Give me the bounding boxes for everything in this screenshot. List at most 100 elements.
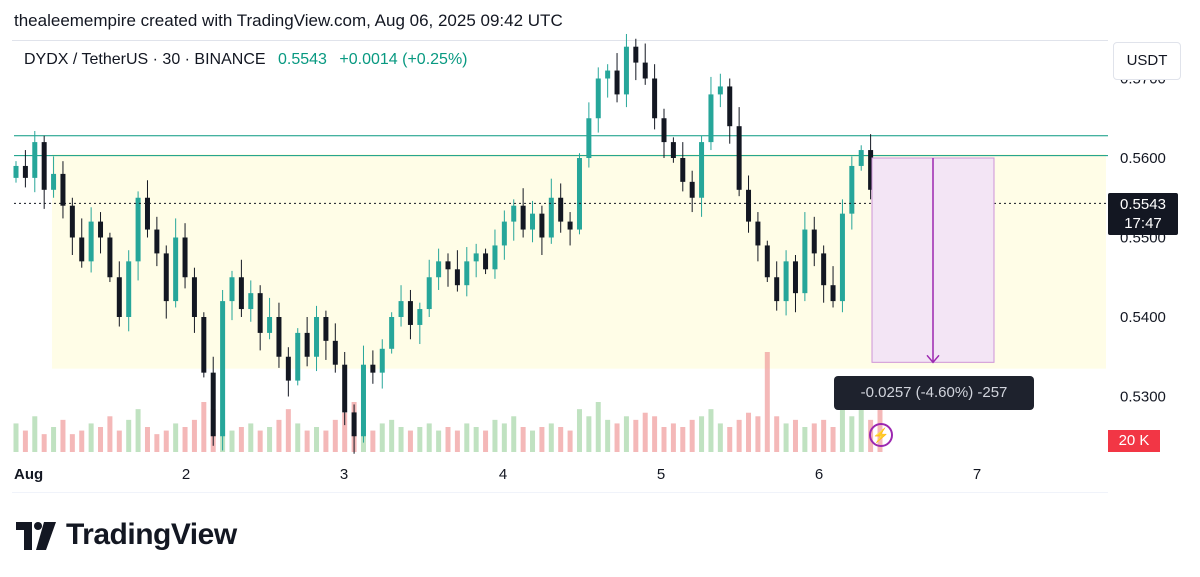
volume-bar <box>436 430 442 452</box>
candle-body <box>492 245 498 270</box>
candle-body <box>699 142 705 198</box>
volume-bar <box>126 419 132 452</box>
candle-body <box>285 356 291 381</box>
candle-body <box>88 221 94 262</box>
volume-bar <box>783 423 789 452</box>
candle-body <box>116 277 122 317</box>
y-tick-label: 0.5600 <box>1120 150 1166 167</box>
candle-body <box>530 213 536 230</box>
candle-body <box>22 165 28 178</box>
candle-body <box>567 221 573 230</box>
candle-body <box>614 70 620 95</box>
currency-unit-button[interactable]: USDT <box>1113 42 1181 80</box>
volume-bar <box>229 430 235 452</box>
candle-body <box>248 293 254 310</box>
volume-bar <box>802 427 808 452</box>
candle-body <box>210 372 216 437</box>
candle-body <box>267 317 273 333</box>
volume-bar <box>736 419 742 452</box>
volume-bar <box>398 427 404 452</box>
volume-bar <box>755 416 761 452</box>
credit-text: thealeemempire created with TradingView.… <box>14 11 563 30</box>
volume-bar <box>708 409 714 452</box>
volume-bar <box>13 423 19 452</box>
tradingview-logo-icon <box>16 522 56 550</box>
candle-body <box>41 142 47 190</box>
volume-bar <box>173 423 179 452</box>
candle-body <box>868 150 874 190</box>
candle-body <box>60 173 66 206</box>
candle-body <box>811 229 817 254</box>
candle-body <box>501 221 507 246</box>
candle-body <box>426 277 432 310</box>
candle-body <box>295 332 301 381</box>
volume-bar <box>191 419 197 452</box>
measure-arrow-head <box>926 354 940 364</box>
candle-body <box>717 86 723 95</box>
candle-body <box>548 197 554 238</box>
candle-body <box>107 237 113 278</box>
candle-body <box>670 142 676 158</box>
candle-body <box>342 364 348 413</box>
candle-body <box>520 205 526 230</box>
candle-body <box>623 46 629 95</box>
volume-bar <box>530 430 536 452</box>
volume-bar <box>717 423 723 452</box>
price-tag-value: 0.5543 <box>1120 196 1166 213</box>
y-tick-label: 0.5300 <box>1120 389 1166 406</box>
candle-body <box>736 126 742 190</box>
candle-body <box>417 309 423 325</box>
candle-body <box>464 261 470 286</box>
candle-body <box>642 62 648 79</box>
volume-bar <box>163 430 169 452</box>
volume-bar <box>727 427 733 452</box>
volume-bar <box>41 434 47 452</box>
chart-frame <box>12 40 1108 493</box>
volume-bar <box>379 423 385 452</box>
candle-body <box>351 412 357 437</box>
volume-bar <box>839 409 845 452</box>
candle-body <box>314 317 320 357</box>
volume-bar <box>154 434 160 452</box>
candle-body <box>821 253 827 286</box>
candle-body <box>144 197 150 230</box>
candle-body <box>182 237 188 278</box>
lightning-icon[interactable]: ⚡ <box>869 423 893 447</box>
volume-bar <box>445 427 451 452</box>
volume-bar <box>135 409 141 452</box>
candle-body <box>51 173 57 190</box>
price-change: +0.0014 (+0.25%) <box>339 51 468 68</box>
candle-body <box>379 348 385 373</box>
candle-body <box>708 94 714 143</box>
candle-body <box>98 221 104 238</box>
candle-body <box>238 277 244 310</box>
volume-bar <box>623 416 629 452</box>
volume-bar <box>144 427 150 452</box>
candle-body <box>595 78 601 119</box>
volume-bar <box>858 402 864 452</box>
candle-body <box>661 118 667 143</box>
volume-bar <box>699 416 705 452</box>
volume-bar <box>60 419 66 452</box>
volume-bar <box>483 430 489 452</box>
volume-bar <box>539 427 545 452</box>
candle-body <box>332 340 338 365</box>
volume-bar <box>670 423 676 452</box>
volume-bar <box>689 419 695 452</box>
candle-body <box>436 261 442 278</box>
axis-divider <box>12 492 1108 493</box>
volume-bar <box>285 409 291 452</box>
volume-bar <box>370 430 376 452</box>
volume-bar <box>548 423 554 452</box>
volume-bar <box>849 416 855 452</box>
x-tick-label: Aug <box>14 466 43 483</box>
candle-body <box>830 285 836 302</box>
volume-bar <box>417 427 423 452</box>
candle-body <box>605 70 611 79</box>
volume-bar <box>304 430 310 452</box>
candle-body <box>558 197 564 222</box>
candle-body <box>276 317 282 357</box>
last-price-value: 0.5543 <box>278 51 327 68</box>
volume-bar <box>746 412 752 452</box>
